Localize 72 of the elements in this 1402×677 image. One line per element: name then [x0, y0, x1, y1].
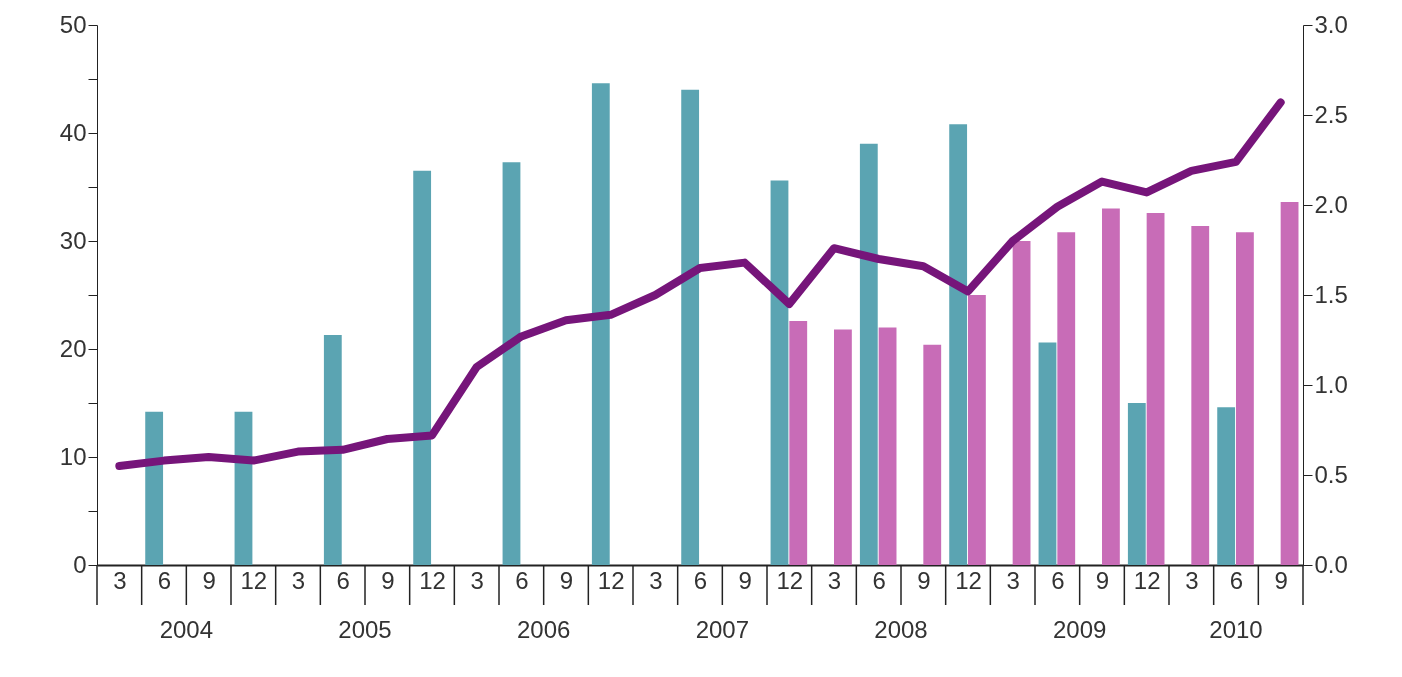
x-tick-label: 6: [336, 566, 350, 594]
y-tick-label: 0: [73, 550, 87, 578]
y2-tick-label: 1.5: [1314, 280, 1348, 308]
x-tick-label: 12: [776, 566, 804, 594]
bar: [1012, 241, 1031, 565]
x-tick-label: 9: [1095, 566, 1110, 594]
text: 2007: [695, 616, 750, 643]
x-tick-label: 12: [240, 566, 268, 594]
bar: [1236, 232, 1254, 565]
y-tick-label: 50: [59, 10, 87, 38]
x-tick-label: 3: [827, 566, 842, 594]
x-tick-label: 9: [202, 566, 216, 594]
bar: [859, 143, 878, 565]
y2-tick-label: 2.0: [1314, 190, 1348, 218]
x-tick-label: 6: [515, 566, 529, 594]
bar: [1102, 208, 1120, 565]
text: 2006: [516, 616, 571, 643]
x-tick-label: 3: [1006, 566, 1020, 594]
x-tick-label: 6: [693, 566, 708, 594]
x-tick-label: 9: [381, 566, 395, 594]
bar: [1057, 232, 1076, 565]
y2-tick-label: 3.0: [1314, 10, 1348, 38]
x-tick-label: 6: [157, 566, 172, 594]
bar: [1127, 403, 1146, 565]
x-tick-label: 3: [649, 566, 663, 594]
x-tick-label: 3: [470, 566, 484, 594]
x-tick-label: 12: [1133, 566, 1161, 594]
y2-tick-label: 0.0: [1314, 550, 1348, 578]
bar: [770, 180, 789, 565]
text: 2005: [338, 616, 392, 643]
bar: [681, 89, 700, 565]
x-tick-label: 12: [597, 566, 625, 594]
bar: [413, 170, 432, 565]
bar: [1217, 407, 1236, 565]
bar: [968, 295, 986, 565]
x-tick-label: 9: [917, 566, 931, 594]
bar: [1191, 225, 1210, 565]
y2-tick-label: 0.5: [1314, 460, 1348, 488]
x-tick-label: 9: [1274, 566, 1288, 594]
bar: [878, 327, 897, 565]
bar: [145, 411, 164, 565]
bar: [1280, 202, 1299, 565]
x-tick-label: 6: [1229, 566, 1244, 594]
x-tick-label: 9: [738, 566, 752, 594]
y-tick-label: 30: [59, 226, 87, 254]
text: 2009: [1052, 616, 1107, 643]
bar: [591, 83, 610, 565]
bar: [949, 124, 968, 565]
x-tick-label: 9: [559, 566, 574, 594]
bar: [323, 334, 342, 565]
bar: [789, 320, 808, 565]
x-tick-label: 12: [955, 566, 982, 594]
y-tick-label: 10: [59, 442, 87, 470]
x-tick-label: 3: [1185, 566, 1199, 594]
y2-tick-label: 2.5: [1314, 100, 1348, 128]
bar: [1146, 212, 1165, 565]
text: 2004: [159, 616, 214, 643]
bar: [234, 411, 253, 565]
x-tick-label: 6: [1051, 566, 1065, 594]
y2-tick-label: 1.0: [1314, 370, 1348, 398]
y-tick-label: 40: [59, 118, 87, 146]
text: 2008: [874, 616, 928, 643]
x-tick-label: 3: [113, 566, 127, 594]
bar: [502, 162, 521, 565]
bar: [1038, 342, 1057, 565]
bar: [834, 329, 852, 565]
x-tick-label: 6: [872, 566, 886, 594]
bar: [923, 344, 942, 565]
x-tick-label: 12: [419, 566, 446, 594]
x-tick-label: 3: [291, 566, 306, 594]
text: 2010: [1209, 616, 1263, 643]
y-tick-label: 20: [59, 334, 87, 362]
